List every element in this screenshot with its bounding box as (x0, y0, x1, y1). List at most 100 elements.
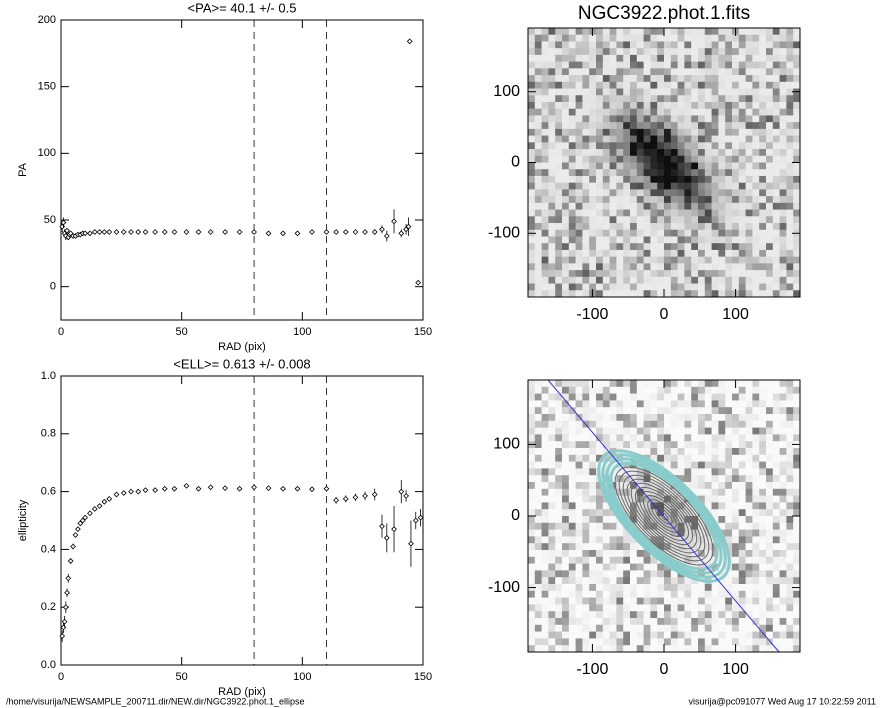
image-pixel (670, 196, 678, 204)
image-pixel (725, 95, 733, 103)
image-pixel (596, 75, 604, 83)
image-pixel (596, 216, 604, 224)
image-pixel (548, 48, 556, 56)
image-pixel (752, 570, 760, 578)
image-pixel (528, 263, 536, 271)
data-point (406, 38, 413, 45)
image-pixel (630, 488, 638, 496)
image-pixel (568, 461, 576, 469)
image-pixel (691, 189, 699, 197)
image-pixel (691, 196, 699, 204)
image-pixel (752, 631, 760, 639)
image-pixel (772, 142, 780, 150)
image-pixel (643, 434, 651, 442)
image-pixel (548, 434, 556, 442)
image-pixel (528, 448, 536, 456)
image-pixel (725, 169, 733, 177)
image-pixel (650, 68, 658, 76)
image-pixel (555, 482, 563, 490)
image-pixel (562, 590, 570, 598)
image-pixel (548, 162, 556, 170)
image-pixel (677, 196, 685, 204)
image-pixel (745, 611, 753, 619)
image-pixel (630, 563, 638, 571)
image-pixel (534, 386, 542, 394)
image-pixel (772, 155, 780, 163)
y-tick-label: 100 (38, 147, 56, 159)
image-pixel (793, 142, 801, 150)
image-pixel (636, 577, 644, 585)
image-pixel (602, 34, 610, 42)
image-pixel (528, 495, 536, 503)
image-pixel (718, 441, 726, 449)
image-pixel (793, 122, 801, 130)
image-pixel (766, 283, 774, 291)
image-pixel (568, 135, 576, 143)
image-pixel (609, 142, 617, 150)
image-pixel (704, 604, 712, 612)
image-pixel (759, 149, 767, 157)
image-pixel (602, 529, 610, 537)
image-pixel (623, 570, 631, 578)
image-pixel (752, 386, 760, 394)
image-pixel (670, 380, 678, 388)
image-pixel (766, 618, 774, 626)
image-pixel (698, 175, 706, 184)
major-axis (547, 379, 780, 653)
image-pixel (759, 256, 767, 264)
image-pixel (602, 420, 610, 428)
image-pixel (609, 169, 617, 177)
image-pixel (711, 276, 719, 284)
image-pixel (732, 502, 740, 510)
image-pixel (575, 454, 583, 462)
image-pixel (704, 276, 712, 284)
image-pixel (779, 448, 787, 456)
image-pixel (664, 380, 672, 388)
image-pixel (670, 427, 678, 435)
image-pixel (766, 223, 774, 231)
image-pixel (677, 454, 685, 462)
image-pixel (623, 420, 631, 428)
image-pixel (745, 135, 753, 143)
image-pixel (704, 624, 712, 632)
image-pixel (704, 584, 712, 592)
image-pixel (534, 41, 542, 49)
plot-title: <ELL>= 0.613 +/- 0.008 (173, 356, 310, 371)
image-pixel (555, 638, 563, 646)
image-pixel (548, 543, 556, 551)
data-point (82, 514, 88, 521)
image-pixel (759, 209, 767, 217)
image-pixel (718, 631, 726, 639)
image-pixel (772, 563, 780, 571)
image-pixel (752, 270, 760, 278)
image-pixel (657, 101, 665, 110)
image-pixel (725, 249, 733, 258)
image-pixel (582, 556, 590, 564)
image-pixel (684, 550, 692, 558)
image-pixel (555, 189, 563, 197)
image-pixel (691, 75, 699, 83)
image-pixel (630, 516, 638, 524)
image-pixel (698, 169, 706, 177)
image-pixel (779, 536, 787, 544)
data-point (362, 493, 368, 499)
image-pixel (548, 142, 556, 150)
image-pixel (602, 543, 610, 551)
image-pixel (677, 108, 685, 116)
image-pixel (534, 380, 542, 388)
image-pixel (623, 427, 631, 435)
image-pixel (650, 434, 658, 442)
image-pixel (698, 475, 706, 483)
image-pixel (541, 454, 549, 462)
image-pixel (766, 570, 774, 578)
image-pixel (616, 54, 624, 63)
image-pixel (589, 434, 597, 442)
image-pixel (759, 407, 767, 415)
image-pixel (677, 441, 685, 449)
image-pixel (793, 577, 801, 585)
image-pixel (643, 54, 651, 63)
image-pixel (643, 441, 651, 449)
image-pixel (609, 529, 617, 537)
image-pixel (725, 162, 733, 170)
image-pixel (704, 502, 712, 510)
